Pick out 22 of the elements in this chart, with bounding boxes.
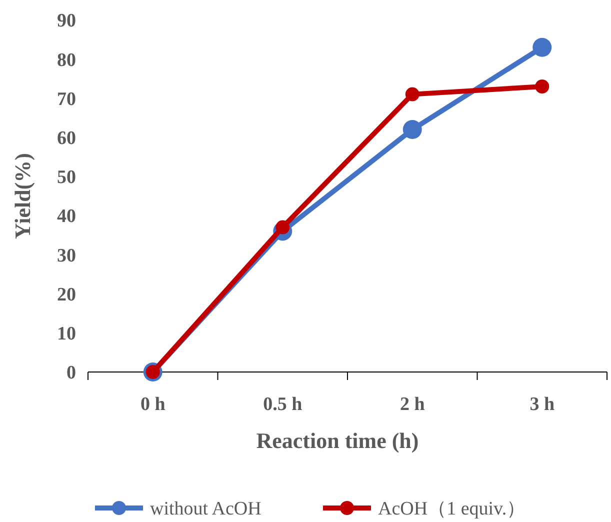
y-tick-label: 20 (57, 284, 76, 306)
y-tick-label: 0 (66, 362, 76, 384)
y-axis-title: Yield(%) (10, 153, 35, 239)
y-tick-label: 30 (57, 245, 76, 266)
y-tick-label: 70 (57, 88, 76, 110)
x-axis-title: Reaction time (h) (256, 428, 419, 453)
y-tick-label: 90 (57, 10, 76, 32)
legend-label: without AcOH (150, 498, 262, 520)
y-tick-label: 40 (57, 206, 76, 228)
y-tick-label: 10 (57, 324, 76, 345)
point (402, 120, 422, 140)
y-tick-label: 80 (57, 50, 76, 71)
point (405, 87, 420, 102)
x-tick-label: 0.5 h (263, 394, 303, 415)
x-tick-label: 2 h (400, 394, 426, 415)
point (532, 38, 552, 57)
point (535, 79, 550, 94)
legend-label: AcOH（1 equiv.） (378, 498, 526, 520)
y-tick-label: 60 (57, 128, 76, 149)
x-tick-label: 0 h (140, 394, 166, 415)
y-tick-label: 50 (57, 167, 76, 188)
x-tick-label: 3 h (530, 394, 555, 415)
